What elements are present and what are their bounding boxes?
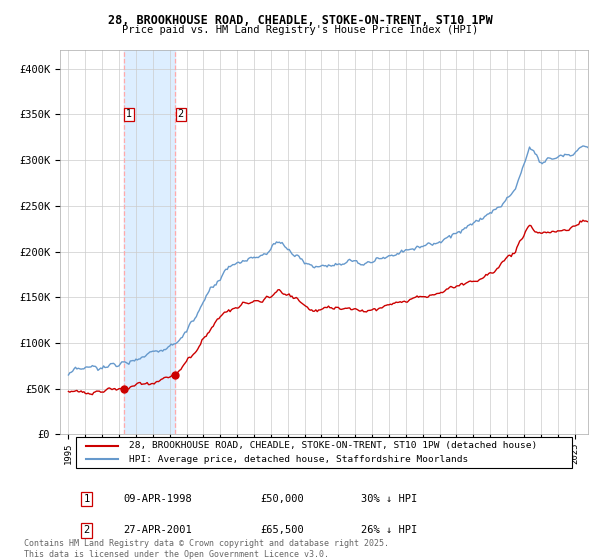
Text: 09-APR-1998: 09-APR-1998 xyxy=(124,494,192,504)
Text: 28, BROOKHOUSE ROAD, CHEADLE, STOKE-ON-TRENT, ST10 1PW (detached house): 28, BROOKHOUSE ROAD, CHEADLE, STOKE-ON-T… xyxy=(128,441,537,450)
Text: 1: 1 xyxy=(126,109,132,119)
Text: £65,500: £65,500 xyxy=(260,525,304,535)
Text: 26% ↓ HPI: 26% ↓ HPI xyxy=(361,525,417,535)
Text: £50,000: £50,000 xyxy=(260,494,304,504)
Text: HPI: Average price, detached house, Staffordshire Moorlands: HPI: Average price, detached house, Staf… xyxy=(128,455,468,464)
FancyBboxPatch shape xyxy=(76,437,572,468)
Bar xyxy=(124,50,175,435)
Text: 27-APR-2001: 27-APR-2001 xyxy=(124,525,192,535)
Text: 28, BROOKHOUSE ROAD, CHEADLE, STOKE-ON-TRENT, ST10 1PW: 28, BROOKHOUSE ROAD, CHEADLE, STOKE-ON-T… xyxy=(107,14,493,27)
Text: 2: 2 xyxy=(83,525,89,535)
Text: Price paid vs. HM Land Registry's House Price Index (HPI): Price paid vs. HM Land Registry's House … xyxy=(122,25,478,35)
Text: 30% ↓ HPI: 30% ↓ HPI xyxy=(361,494,417,504)
Text: Contains HM Land Registry data © Crown copyright and database right 2025.
This d: Contains HM Land Registry data © Crown c… xyxy=(24,539,389,559)
Text: 2: 2 xyxy=(178,109,184,119)
Text: 1: 1 xyxy=(83,494,89,504)
